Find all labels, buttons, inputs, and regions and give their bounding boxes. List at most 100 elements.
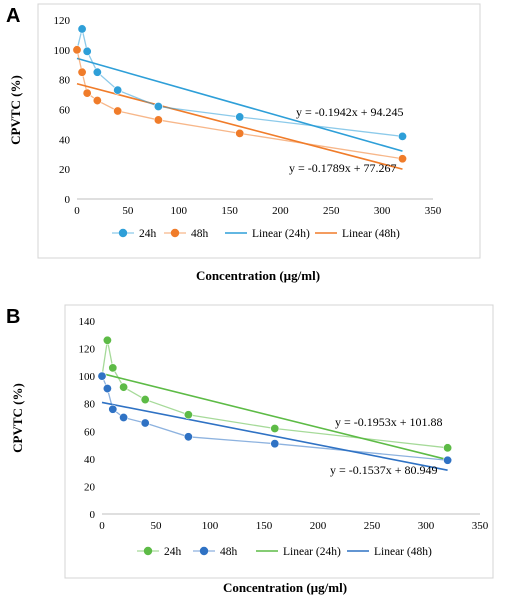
legend-label: Linear (24h) <box>252 228 310 240</box>
legend-item: 48h <box>164 228 209 240</box>
data-point-48h <box>235 128 245 138</box>
legend-marker <box>143 546 153 556</box>
x-tick-label: 300 <box>418 520 435 532</box>
y-tick-label: 60 <box>84 426 96 438</box>
x-tick-label: 350 <box>472 520 489 532</box>
trendline-equation: y = -0.1537x + 80.949 <box>330 463 438 477</box>
y-tick-label: 80 <box>59 75 71 87</box>
y-tick-label: 120 <box>79 344 96 356</box>
legend-item: Linear (24h) <box>225 228 310 240</box>
x-tick-label: 50 <box>122 205 134 217</box>
chart-frame <box>64 304 494 579</box>
trendline-linear-24h- <box>101 372 448 461</box>
x-tick-label: 250 <box>323 205 340 217</box>
legend-item: 48h <box>193 546 238 558</box>
legend-item: Linear (24h) <box>256 546 341 558</box>
legend-marker <box>118 228 128 238</box>
trendline-linear-48h- <box>76 82 403 170</box>
y-tick-label: 100 <box>54 45 71 57</box>
x-tick-label: 150 <box>221 205 238 217</box>
x-axis-title: Concentration (µg/ml) <box>196 268 320 283</box>
x-tick-label: 250 <box>364 520 381 532</box>
y-tick-label: 40 <box>59 134 71 146</box>
chart-panel-a: A 0 20 40 60 80 100 120 0 50 100 150 200 250 300 350 CPV… <box>6 3 481 283</box>
data-point-24h <box>235 112 245 122</box>
legend-label: Linear (48h) <box>374 546 432 558</box>
x-axis-title: Concentration (µg/ml) <box>223 580 347 595</box>
y-tick-label: 40 <box>84 454 96 466</box>
data-point-24h <box>113 85 123 95</box>
y-tick-label: 20 <box>84 481 96 493</box>
legend-item: 24h <box>112 228 157 240</box>
x-tick-label: 300 <box>374 205 391 217</box>
legend-label: 48h <box>220 546 238 558</box>
x-tick-label: 0 <box>99 520 105 532</box>
series-line-24h <box>101 340 448 449</box>
legend-label: 48h <box>191 228 209 240</box>
data-point-48h <box>92 96 102 106</box>
x-tick-label: 200 <box>272 205 289 217</box>
data-point-48h <box>397 154 407 164</box>
legend-item: 24h <box>137 546 182 558</box>
data-point-24h <box>397 131 407 141</box>
panel-letter: A <box>6 5 20 27</box>
chart-panel-b: B 0 20 40 60 80 100 120 140 0 50 100 150 200 250 300 350… <box>6 304 494 595</box>
x-tick-label: 0 <box>74 205 80 217</box>
y-tick-label: 100 <box>79 371 96 383</box>
y-tick-label: 0 <box>90 509 96 521</box>
y-tick-label: 60 <box>59 105 71 117</box>
x-tick-label: 100 <box>202 520 219 532</box>
y-tick-label: 140 <box>79 316 96 328</box>
trendline-equation: y = -0.1942x + 94.245 <box>296 105 404 119</box>
data-point-48h <box>97 371 107 381</box>
data-point-24h <box>108 363 118 373</box>
data-point-24h <box>82 46 92 56</box>
legend-marker <box>199 546 209 556</box>
legend-label: Linear (24h) <box>283 546 341 558</box>
data-point-48h <box>443 455 453 465</box>
legend-marker <box>170 228 180 238</box>
data-point-24h <box>140 395 150 405</box>
data-point-24h <box>77 24 87 34</box>
data-point-24h <box>183 410 193 420</box>
x-tick-label: 350 <box>425 205 442 217</box>
legend-label: 24h <box>164 546 182 558</box>
x-tick-label: 150 <box>256 520 273 532</box>
data-point-48h <box>140 418 150 428</box>
x-tick-label: 200 <box>310 520 327 532</box>
data-point-48h <box>77 67 87 77</box>
data-point-24h <box>102 335 112 345</box>
y-tick-label: 0 <box>65 194 71 206</box>
panel-letter: B <box>6 306 20 328</box>
trendline-linear-48h- <box>101 401 448 471</box>
data-point-48h <box>108 404 118 414</box>
data-point-24h <box>270 424 280 434</box>
data-point-48h <box>270 439 280 449</box>
x-tick-label: 50 <box>151 520 163 532</box>
y-axis-title: CPVTC (%) <box>8 75 23 145</box>
data-point-48h <box>82 88 92 98</box>
trendline-linear-24h- <box>76 57 403 152</box>
legend-label: 24h <box>139 228 157 240</box>
trendline-equation: y = -0.1953x + 101.88 <box>335 415 443 429</box>
y-tick-label: 80 <box>84 399 96 411</box>
y-tick-label: 20 <box>59 164 71 176</box>
y-axis-title: CPVTC (%) <box>10 383 25 453</box>
data-point-48h <box>119 412 129 422</box>
data-point-24h <box>119 382 129 392</box>
data-point-48h <box>183 432 193 442</box>
data-point-48h <box>72 45 82 55</box>
data-point-48h <box>153 115 163 125</box>
y-tick-label: 120 <box>54 15 71 27</box>
trendline-equation: y = -0.1789x + 77.267 <box>289 161 397 175</box>
data-point-24h <box>153 102 163 112</box>
legend-item: Linear (48h) <box>347 546 432 558</box>
legend-label: Linear (48h) <box>342 228 400 240</box>
data-point-24h <box>92 67 102 77</box>
data-point-48h <box>113 106 123 116</box>
data-point-24h <box>443 443 453 453</box>
data-point-48h <box>102 384 112 394</box>
legend-item: Linear (48h) <box>315 228 400 240</box>
x-tick-label: 100 <box>170 205 187 217</box>
